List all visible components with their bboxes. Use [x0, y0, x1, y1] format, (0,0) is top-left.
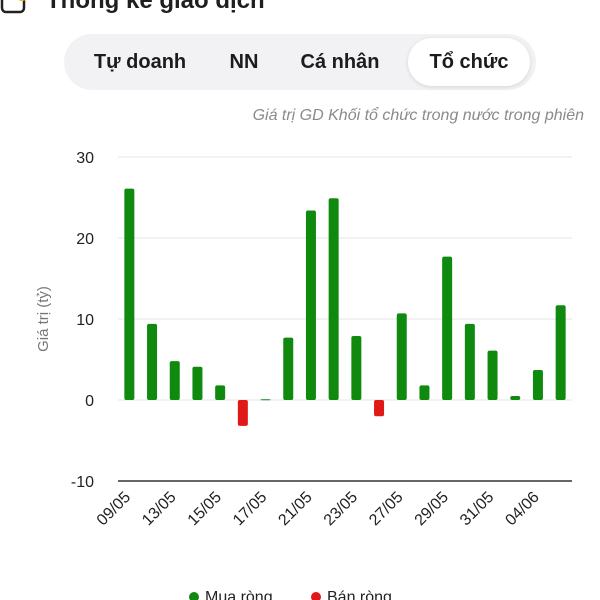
- bar-buy: [328, 198, 339, 400]
- x-tick-label: 13/05: [139, 489, 179, 529]
- chart-subtitle: Giá trị GD Khối tổ chức trong nước trong…: [252, 107, 584, 124]
- x-tick-label: 27/05: [366, 489, 406, 529]
- y-tick-label: 20: [76, 231, 94, 248]
- bar-buy: [442, 256, 453, 400]
- bar-sell: [374, 400, 385, 417]
- tab-tu-doanh[interactable]: Tự doanh: [93, 51, 187, 73]
- bar-buy: [419, 385, 430, 400]
- legend-marker-sell: [311, 592, 321, 600]
- bar-buy: [215, 385, 226, 400]
- bar-buy: [532, 370, 543, 400]
- x-tick-label: 04/06: [502, 489, 542, 529]
- bar-buy: [351, 336, 362, 400]
- bar-buy: [260, 399, 271, 401]
- bar-buy: [510, 395, 521, 400]
- tab-to-chuc[interactable]: Tổ chức: [408, 38, 530, 86]
- x-tick-label: 31/05: [457, 489, 497, 529]
- bar-buy: [487, 350, 498, 400]
- y-tick-label: 30: [76, 150, 94, 167]
- bar-buy: [147, 323, 158, 400]
- x-tick-label: 09/05: [94, 489, 134, 529]
- bar-buy: [124, 188, 135, 400]
- bar-buy: [464, 323, 475, 400]
- legend-marker-buy: [189, 592, 199, 600]
- bar-sell: [237, 400, 248, 426]
- bar-buy: [283, 337, 294, 400]
- tab-bar: Tự doanh NN Cá nhân Tổ chức: [64, 34, 536, 90]
- page-title: Thống kê giao dịch: [46, 0, 265, 14]
- bar-buy: [169, 361, 180, 400]
- bar-buy: [396, 313, 407, 400]
- x-tick-label: 29/05: [412, 489, 452, 529]
- title-row: Thống kê giao dịch: [0, 0, 265, 16]
- tab-nn[interactable]: NN: [229, 51, 259, 73]
- tab-ca-nhan[interactable]: Cá nhân: [300, 51, 380, 73]
- x-tick-label: 23/05: [321, 489, 361, 529]
- legend-label-buy: Mua ròng: [205, 589, 273, 600]
- y-tick-label: -10: [71, 474, 94, 491]
- bar-buy: [192, 366, 203, 400]
- bar-buy: [555, 305, 566, 400]
- y-tick-label: 10: [76, 312, 94, 329]
- y-tick-label: 0: [85, 393, 94, 410]
- legend-label-sell: Bán ròng: [327, 589, 392, 600]
- bar-buy: [305, 210, 316, 400]
- x-tick-label: 15/05: [185, 489, 225, 529]
- chart-coin-icon: [0, 0, 26, 14]
- x-tick-label: 17/05: [230, 489, 270, 529]
- y-axis-title: Giá trị (tỷ): [35, 286, 52, 352]
- x-tick-label: 21/05: [275, 489, 315, 529]
